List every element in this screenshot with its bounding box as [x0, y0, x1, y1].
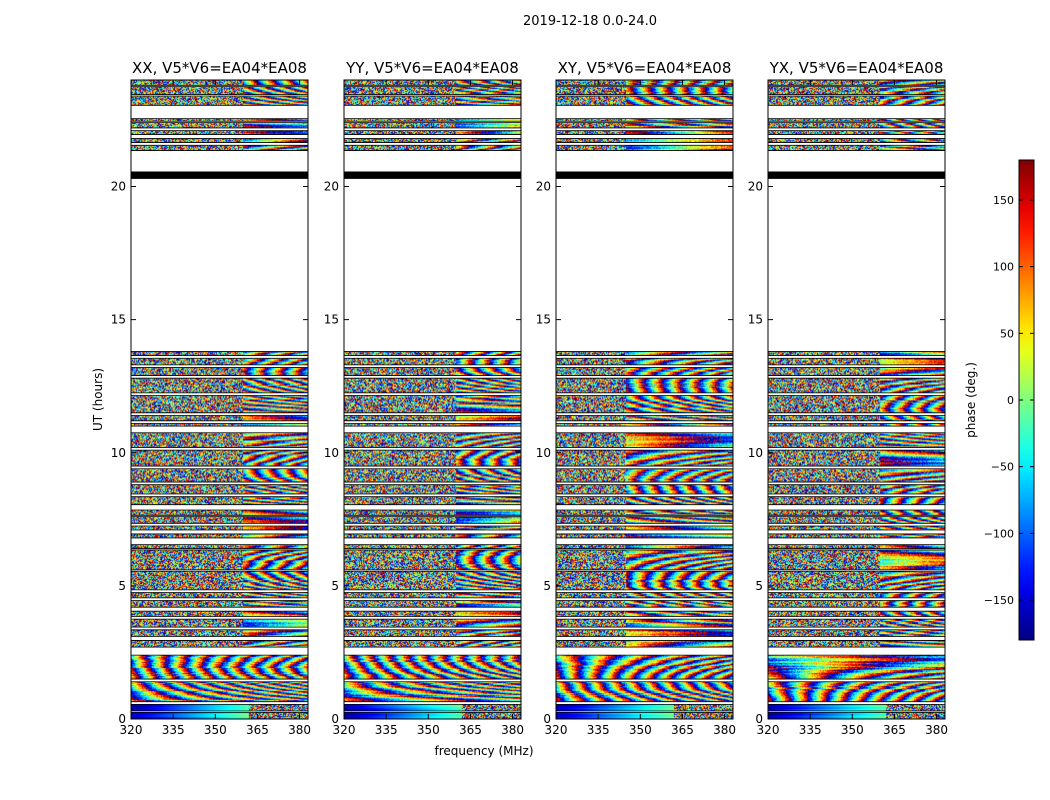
- y-tick-label: 15: [324, 313, 339, 327]
- y-tick-label: 5: [331, 579, 339, 593]
- y-tick-label: 10: [748, 446, 763, 460]
- x-tick-label: 320: [120, 723, 143, 737]
- x-tick-label: 380: [925, 723, 948, 737]
- x-axis-label: frequency (MHz): [434, 744, 533, 758]
- panel-2: XY, V5*V6=EA04*EA08 320 335 350 365 380 0 5 10 15…: [536, 59, 736, 737]
- panel-3: YX, V5*V6=EA04*EA08 320 335 350 365 380 0 5 10 15…: [748, 59, 948, 737]
- panel-1: YY, V5*V6=EA04*EA08 320 335 350 365 380 0 5 10 15…: [324, 59, 534, 758]
- x-tick-label: 335: [587, 723, 610, 737]
- y-tick-label: 20: [748, 180, 763, 194]
- black-band: [556, 171, 733, 179]
- y-tick-label: 10: [324, 446, 339, 460]
- colorbar-tick-label: 0: [1007, 394, 1014, 407]
- y-tick-label: 15: [536, 313, 551, 327]
- plot-frame: [343, 79, 522, 720]
- y-tick-label: 5: [543, 579, 551, 593]
- x-tick-label: 320: [333, 723, 356, 737]
- panel-title: XY, V5*V6=EA04*EA08: [558, 59, 732, 77]
- plot-frame: [555, 79, 734, 720]
- colorbar-tick-label: 50: [1000, 327, 1014, 340]
- y-tick-label: 5: [755, 579, 763, 593]
- y-tick-label: 0: [543, 712, 551, 726]
- colorbar-tick-label: 100: [993, 261, 1014, 274]
- colorbar-tick-label: −50: [991, 461, 1014, 474]
- colorbar-tick-label: −150: [984, 594, 1014, 607]
- x-tick-label: 365: [883, 723, 906, 737]
- colorbar-tick-label: 150: [993, 194, 1014, 207]
- y-tick-label: 20: [324, 180, 339, 194]
- x-tick-label: 380: [288, 723, 311, 737]
- plot-frame: [767, 79, 946, 720]
- figure-suptitle: 2019-12-18 0.0-24.0: [523, 14, 657, 29]
- x-tick-label: 380: [501, 723, 524, 737]
- black-band: [131, 171, 308, 179]
- y-tick-label: 0: [755, 712, 763, 726]
- x-tick-label: 335: [799, 723, 822, 737]
- x-tick-label: 335: [162, 723, 185, 737]
- plot-frame: [130, 79, 309, 720]
- x-tick-label: 365: [459, 723, 482, 737]
- y-tick-label: 15: [748, 313, 763, 327]
- panel-title: YY, V5*V6=EA04*EA08: [345, 59, 519, 77]
- x-tick-label: 350: [417, 723, 440, 737]
- x-tick-label: 365: [671, 723, 694, 737]
- x-tick-label: 380: [713, 723, 736, 737]
- x-tick-label: 320: [545, 723, 568, 737]
- black-band: [344, 171, 521, 179]
- y-tick-label: 0: [118, 712, 126, 726]
- y-tick-label: 10: [111, 446, 126, 460]
- y-tick-label: 10: [536, 446, 551, 460]
- black-band: [768, 171, 945, 179]
- colorbar-tick-label: −100: [984, 527, 1014, 540]
- x-tick-label: 350: [204, 723, 227, 737]
- y-tick-label: 20: [111, 180, 126, 194]
- colorbar-label: phase (deg.): [964, 362, 978, 438]
- y-tick-label: 5: [118, 579, 126, 593]
- y-tick-label: 20: [536, 180, 551, 194]
- colorbar: −150 −100 −50 0 50 100 150 phase (deg.): [964, 159, 1035, 641]
- panel-0: XX, V5*V6=EA04*EA08 320 335 350 365 380 0 5 10 15…: [91, 59, 311, 737]
- panel-title: YX, V5*V6=EA04*EA08: [769, 59, 944, 77]
- x-tick-label: 320: [757, 723, 780, 737]
- y-tick-label: 0: [331, 712, 339, 726]
- x-tick-label: 350: [629, 723, 652, 737]
- y-tick-label: 15: [111, 313, 126, 327]
- y-axis-label: UT (hours): [91, 368, 105, 431]
- panel-title: XX, V5*V6=EA04*EA08: [132, 59, 307, 77]
- x-tick-label: 350: [841, 723, 864, 737]
- x-tick-label: 365: [246, 723, 269, 737]
- x-tick-label: 335: [375, 723, 398, 737]
